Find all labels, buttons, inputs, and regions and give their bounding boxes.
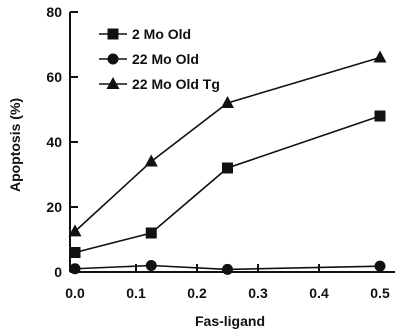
x-tick-label: 0.5 <box>370 285 390 301</box>
y-tick-label: 20 <box>46 199 62 215</box>
series-circle <box>69 260 386 275</box>
legend-entry: 22 Mo Old Tg <box>99 76 220 92</box>
legend-entry: 2 Mo Old <box>99 26 191 42</box>
y-tick-label: 80 <box>46 4 62 20</box>
y-tick-label: 0 <box>54 264 62 280</box>
data-point-triangle <box>221 96 234 108</box>
y-ticks: 0 20 40 60 80 <box>46 4 78 280</box>
x-tick-label: 0.4 <box>309 285 329 301</box>
series-line <box>74 56 381 232</box>
x-tick-label: 0.3 <box>248 285 268 301</box>
legend: 2 Mo Old 22 Mo Old 22 Mo Old Tg <box>99 26 220 92</box>
data-point-square <box>374 110 386 122</box>
series-square <box>69 110 386 258</box>
series-layer <box>68 50 387 275</box>
legend-label: 2 Mo Old <box>132 26 191 42</box>
y-tick-label: 60 <box>46 69 62 85</box>
data-point-circle <box>374 260 386 272</box>
x-tick-label: 0.1 <box>126 285 146 301</box>
series-triangle <box>68 50 387 237</box>
data-point-square <box>222 162 233 174</box>
data-point-circle <box>69 263 81 275</box>
axes <box>69 12 395 273</box>
legend-label: 22 Mo Old Tg <box>132 76 220 92</box>
legend-marker-triangle <box>106 77 120 89</box>
data-point-triangle <box>373 50 387 63</box>
data-point-triangle <box>144 154 158 167</box>
legend-marker-square <box>107 28 119 40</box>
data-point-square <box>145 227 157 239</box>
y-tick-label: 40 <box>46 134 62 150</box>
x-ticks: 0.0 0.1 0.2 0.3 0.4 0.5 <box>65 264 390 301</box>
data-point-triangle <box>68 224 82 237</box>
data-point-circle <box>222 263 233 275</box>
x-tick-label: 0.0 <box>65 285 85 301</box>
series-line <box>74 264 381 271</box>
legend-entry: 22 Mo Old <box>99 51 199 67</box>
legend-marker-circle <box>107 53 119 65</box>
x-tick-label: 0.2 <box>187 285 207 301</box>
x-axis-label: Fas-ligand <box>195 313 265 329</box>
y-axis-label: Apoptosis (%) <box>7 98 23 192</box>
data-point-square <box>69 247 81 258</box>
data-point-circle <box>145 260 157 271</box>
series-line <box>74 115 381 254</box>
legend-label: 22 Mo Old <box>132 51 199 67</box>
